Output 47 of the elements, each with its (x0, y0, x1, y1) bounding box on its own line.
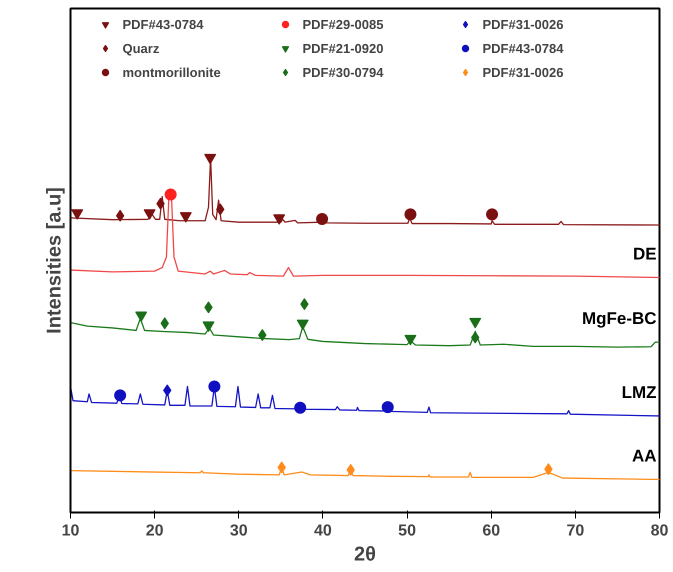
point (404, 334, 416, 346)
x-axis-title: 2θ (354, 544, 376, 566)
point (296, 320, 309, 330)
series-label: MgFe-BC (582, 308, 657, 328)
point (544, 463, 553, 476)
point (382, 401, 394, 414)
point (300, 298, 309, 310)
x-tick-label: 10 (62, 522, 80, 540)
series-label: LMZ (622, 382, 657, 402)
x-tick-label: 60 (482, 522, 500, 540)
point (114, 389, 126, 402)
series-label: AA (632, 446, 657, 466)
point (469, 318, 482, 328)
point (258, 329, 267, 342)
point (156, 198, 165, 210)
x-tick-label: 20 (146, 522, 164, 540)
x-tick-label: 80 (650, 522, 668, 540)
series-label: DE (632, 244, 657, 264)
point (71, 209, 84, 220)
point (135, 311, 148, 322)
legend-label: PDF#29-0085 (302, 16, 384, 32)
legend-label: PDF#21-0920 (302, 40, 384, 56)
point (404, 208, 416, 220)
point (208, 380, 220, 392)
point (144, 209, 156, 220)
x-tick-label: 30 (230, 522, 248, 540)
point (316, 212, 328, 225)
point (204, 301, 213, 314)
x-tick-label: 70 (566, 522, 584, 540)
y-axis-title: Intensities [a.u] (44, 187, 66, 334)
legend-label: PDF#43-0784 (482, 40, 564, 56)
point (204, 154, 216, 164)
legend-label: PDF#43-0784 (122, 16, 204, 32)
legend-label: montmorillonite (122, 64, 222, 80)
legend-label: PDF#31-0026 (482, 16, 564, 32)
x-tick-label: 40 (314, 522, 332, 540)
point (180, 212, 192, 223)
legend-label: Quarz (122, 40, 160, 56)
point (116, 210, 124, 222)
point (164, 188, 177, 200)
x-tick-label: 50 (398, 522, 416, 540)
point (202, 321, 214, 332)
point (294, 402, 306, 414)
legend-label: PDF#31-0026 (482, 64, 564, 80)
point (273, 214, 286, 225)
point (486, 208, 498, 220)
legend-label: PDF#30-0794 (302, 64, 384, 80)
